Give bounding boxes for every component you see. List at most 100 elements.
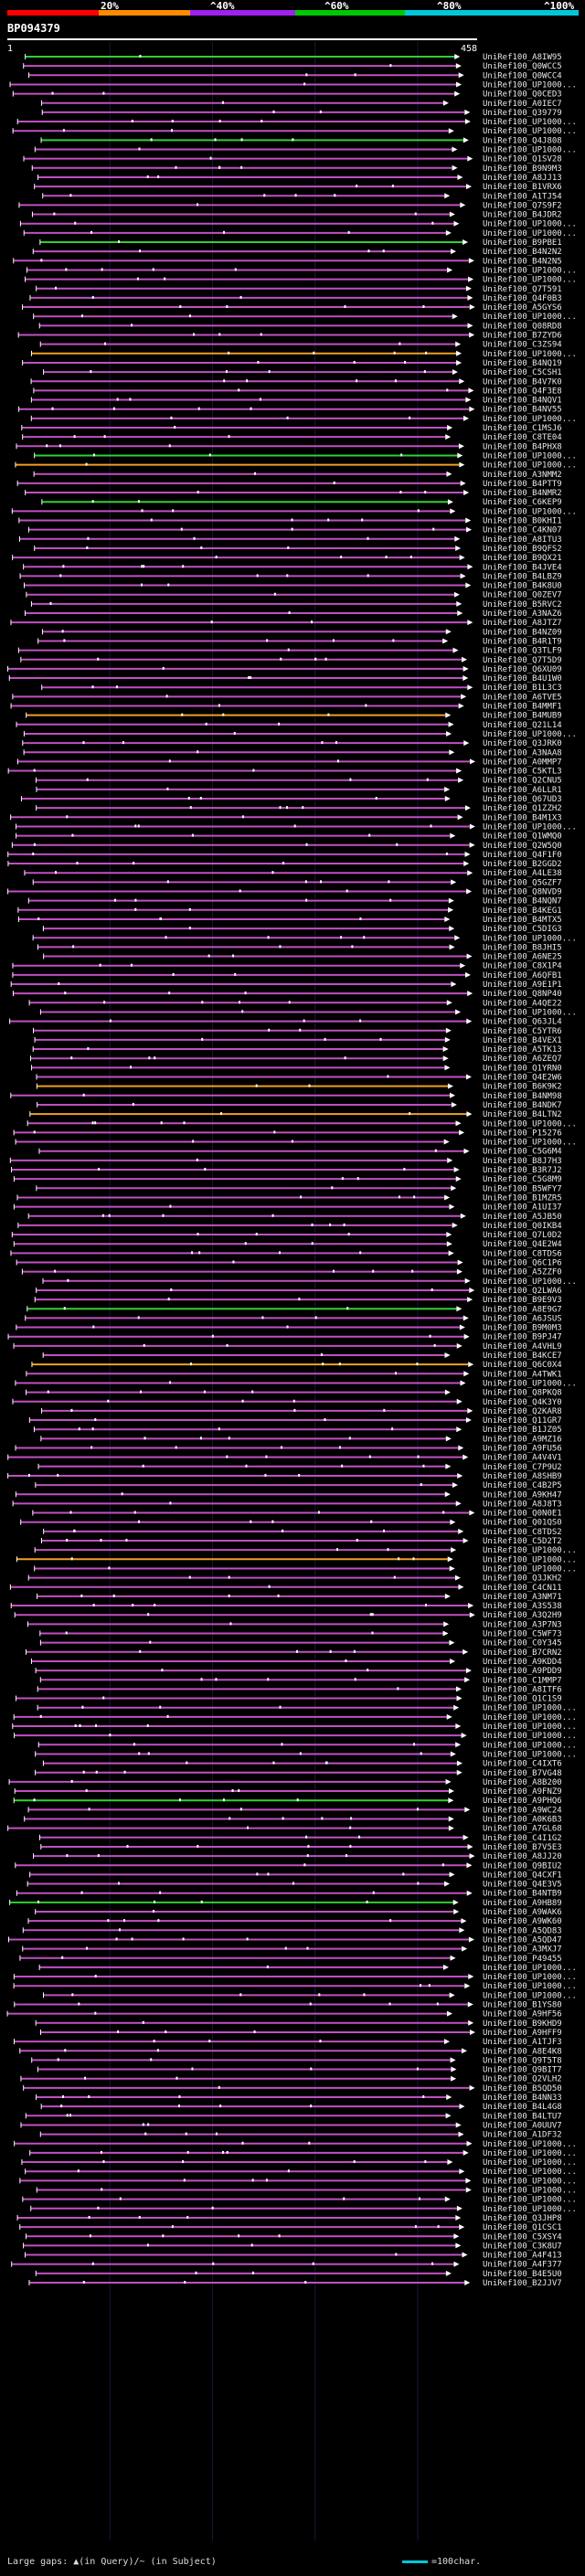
hit-arrow-icon bbox=[456, 600, 463, 607]
hit-arrow-icon bbox=[446, 1232, 452, 1238]
hit-row: UniRef100_Q0WCC4 bbox=[28, 71, 562, 80]
hit-label: UniRef100_B4V7K0 bbox=[483, 377, 562, 387]
hit-label: UniRef100_UP1000... bbox=[483, 415, 577, 424]
hit-arrow-icon bbox=[463, 239, 469, 245]
gap-mark bbox=[212, 2262, 215, 2265]
gap-mark bbox=[137, 1316, 140, 1320]
hit-arrow-icon bbox=[457, 1259, 463, 1266]
gap-mark bbox=[159, 917, 162, 920]
gap-mark bbox=[172, 509, 175, 513]
gap-mark bbox=[303, 1019, 305, 1023]
hit-row: UniRef100_A4LE38 bbox=[24, 869, 562, 878]
legend-seg-purple bbox=[190, 10, 295, 16]
hit-arrow-icon bbox=[465, 582, 472, 588]
hit-label: UniRef100_Q0ZEV7 bbox=[483, 591, 562, 600]
hit-label: UniRef100_C5G8M9 bbox=[483, 1175, 562, 1184]
gap-mark bbox=[140, 583, 143, 587]
gap-mark bbox=[179, 305, 182, 309]
gap-mark bbox=[61, 1956, 64, 1959]
gap-mark bbox=[134, 824, 137, 828]
gap-mark bbox=[168, 759, 171, 763]
gap-mark bbox=[215, 2132, 218, 2136]
hit-row: UniRef100_B4M1X3 bbox=[10, 813, 562, 822]
hit-label: UniRef100_A3NAA8 bbox=[483, 748, 562, 758]
hit-row: UniRef100_A6JSUS bbox=[25, 1314, 562, 1323]
hit-label: UniRef100_P49455 bbox=[483, 1955, 562, 1964]
gap-mark bbox=[147, 1752, 150, 1755]
gap-mark bbox=[382, 249, 385, 253]
gap-mark bbox=[71, 833, 74, 837]
gap-mark bbox=[116, 398, 119, 401]
gap-mark bbox=[239, 295, 242, 299]
gap-mark bbox=[329, 1223, 332, 1226]
hit-arrow-icon bbox=[463, 2149, 469, 2156]
hit-row: UniRef100_B4NMR2 bbox=[25, 489, 562, 498]
hit-row: UniRef100_C8TDS2 bbox=[43, 1528, 562, 1537]
gap-mark bbox=[49, 601, 52, 605]
gap-mark bbox=[139, 1649, 142, 1653]
gap-mark bbox=[144, 2132, 147, 2136]
gap-mark bbox=[425, 351, 428, 355]
gap-mark bbox=[97, 657, 100, 661]
gap-mark bbox=[130, 963, 133, 967]
gap-mark bbox=[137, 824, 140, 828]
gap-mark bbox=[123, 1770, 126, 1774]
hit-row: UniRef100_A1TJF3 bbox=[14, 2038, 562, 2047]
hit-row: UniRef100_A5TK13 bbox=[32, 1045, 562, 1055]
hit-arrow-icon bbox=[469, 1853, 475, 1860]
hit-label: UniRef100_A5JB50 bbox=[483, 1213, 562, 1222]
hit-arrow-icon bbox=[458, 1445, 464, 1451]
gap-mark bbox=[214, 138, 217, 142]
hit-row: UniRef100_UP1000... bbox=[30, 350, 577, 359]
hit-label: UniRef100_C4IXT6 bbox=[483, 1760, 562, 1769]
hit-arrow-icon bbox=[444, 1194, 451, 1201]
gap-mark bbox=[154, 1056, 156, 1060]
gap-mark bbox=[329, 1649, 332, 1653]
gap-mark bbox=[184, 2281, 186, 2284]
hit-row: UniRef100_B9E9V3 bbox=[34, 1296, 562, 1305]
hit-arrow-icon bbox=[463, 1333, 470, 1340]
hit-label: UniRef100_A9PDD9 bbox=[483, 1667, 562, 1676]
gap-mark bbox=[108, 1566, 111, 1570]
hit-arrow-icon bbox=[444, 1389, 451, 1395]
hit-row: UniRef100_C5XSY4 bbox=[25, 2232, 562, 2242]
gap-mark bbox=[261, 1316, 264, 1320]
hit-label: UniRef100_UP1000... bbox=[483, 1379, 577, 1388]
hit-row: UniRef100_B4LBZ9 bbox=[19, 572, 562, 581]
gap-mark bbox=[66, 1539, 69, 1542]
hit-label: UniRef100_A4QE22 bbox=[483, 999, 562, 1008]
gap-mark bbox=[304, 2281, 307, 2284]
gap-mark bbox=[112, 407, 115, 410]
hit-arrow-icon bbox=[444, 1036, 451, 1043]
hit-arrow-icon bbox=[444, 1593, 451, 1599]
hit-arrow-icon bbox=[453, 1704, 460, 1711]
hit-row: UniRef100_Q8NP40 bbox=[12, 990, 562, 999]
hit-label: UniRef100_Q0IKB4 bbox=[483, 1222, 562, 1231]
hit-arrow-icon bbox=[457, 610, 463, 616]
hit-row: UniRef100_B5WFY7 bbox=[36, 1184, 562, 1193]
gap-mark bbox=[91, 1121, 94, 1125]
gap-mark bbox=[273, 592, 276, 596]
gap-mark bbox=[101, 1214, 104, 1217]
hit-row: UniRef100_Q4F0B3 bbox=[29, 294, 562, 303]
gap-mark bbox=[82, 1093, 85, 1097]
hit-row: UniRef100_A5JB50 bbox=[27, 1213, 562, 1222]
hit-row: UniRef100_A9KDD4 bbox=[30, 1658, 562, 1667]
gap-mark bbox=[119, 2197, 122, 2200]
gap-mark bbox=[193, 333, 196, 336]
hit-arrow-icon bbox=[463, 675, 469, 682]
gap-mark bbox=[92, 1325, 95, 1329]
legend-label-20: 20% bbox=[101, 0, 119, 12]
hit-row: UniRef100_UP1000... bbox=[13, 1982, 577, 1991]
gap-mark bbox=[353, 2160, 356, 2164]
hit-arrow-icon bbox=[469, 758, 475, 765]
gap-mark bbox=[219, 2104, 222, 2108]
hit-arrow-icon bbox=[459, 461, 465, 468]
gap-mark bbox=[292, 1399, 295, 1403]
hit-row: UniRef100_A0IEC7 bbox=[41, 100, 562, 109]
hit-row: UniRef100_Q0ZEV7 bbox=[26, 591, 562, 600]
gap-mark bbox=[188, 927, 191, 930]
hit-label: UniRef100_C8X1P4 bbox=[483, 962, 562, 971]
gap-mark bbox=[347, 230, 350, 234]
gap-mark bbox=[172, 972, 175, 976]
